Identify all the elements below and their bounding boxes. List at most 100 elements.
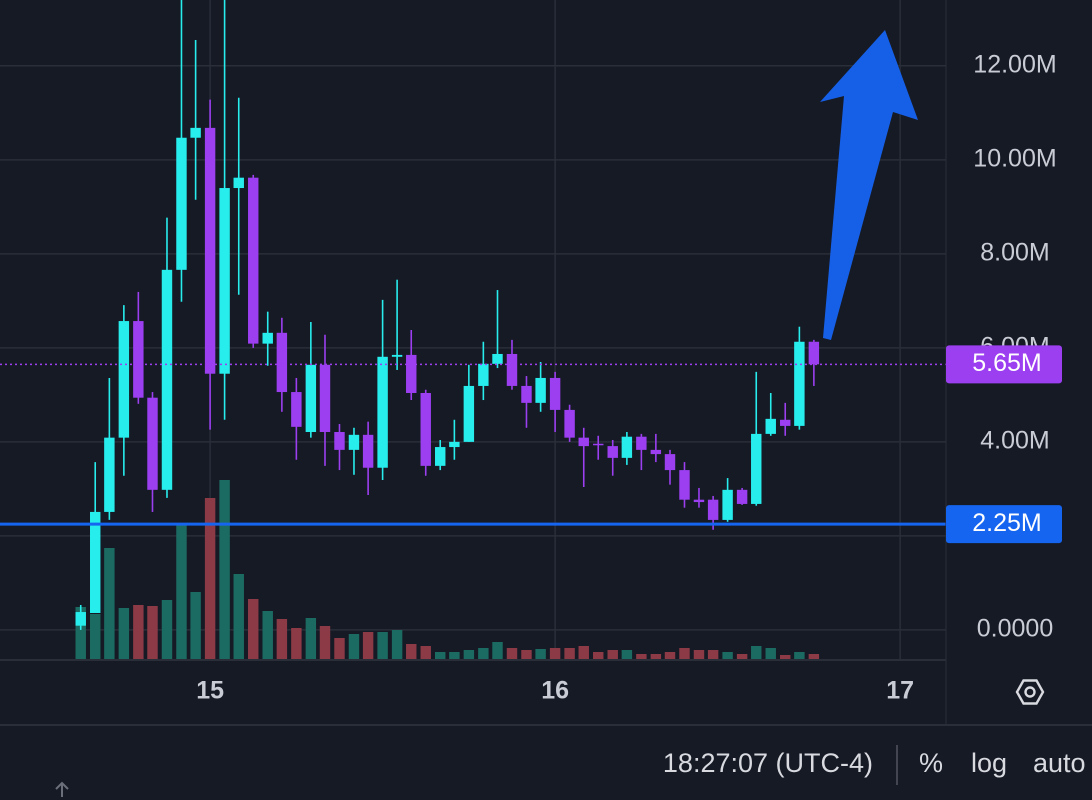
candle-body bbox=[204, 127, 216, 374]
price-label: 5.65M bbox=[972, 349, 1041, 377]
y-tick-label: 0.0000 bbox=[977, 615, 1053, 643]
candle-body bbox=[650, 449, 662, 455]
time-label: 18:27:07 (UTC-4) bbox=[663, 748, 873, 778]
volume-bar bbox=[104, 548, 115, 660]
price-label-box bbox=[946, 345, 1062, 384]
x-tick-label: 17 bbox=[886, 677, 914, 705]
y-tick-label: 8.00M bbox=[980, 238, 1049, 266]
volume-bar bbox=[420, 646, 431, 660]
y-tick-label: 10.00M bbox=[973, 144, 1056, 172]
volume-bar bbox=[118, 608, 130, 660]
volume-bar bbox=[664, 652, 676, 660]
volume-bar bbox=[248, 599, 259, 660]
candle-body bbox=[348, 434, 360, 450]
volume-bar bbox=[736, 654, 748, 660]
candle-body bbox=[751, 433, 762, 504]
candle-body bbox=[549, 377, 561, 410]
candle-body bbox=[578, 437, 589, 447]
volume-bar bbox=[765, 648, 776, 660]
volume-bar bbox=[190, 592, 201, 660]
settings-hexagon bbox=[1015, 679, 1045, 705]
candle-body bbox=[262, 332, 273, 344]
volume-bar bbox=[808, 654, 820, 660]
volume-bar bbox=[75, 607, 86, 660]
candle-body bbox=[506, 353, 518, 386]
volume-bar bbox=[607, 650, 618, 660]
candle-body bbox=[118, 321, 130, 438]
volume-bar bbox=[435, 652, 446, 660]
volume-bar bbox=[521, 650, 532, 660]
candle-body bbox=[607, 446, 618, 458]
price-lines bbox=[0, 363, 946, 526]
volume-bar bbox=[133, 605, 144, 660]
volume-bar bbox=[377, 632, 388, 660]
volume-bar bbox=[319, 626, 331, 660]
candle-body bbox=[765, 418, 776, 434]
volume-bar bbox=[219, 480, 230, 660]
candle-body bbox=[133, 321, 144, 398]
trend-arrow bbox=[820, 30, 918, 340]
settings-icon[interactable] bbox=[1015, 679, 1045, 705]
candle-body bbox=[736, 489, 748, 504]
candle-body bbox=[521, 385, 532, 403]
volume-bar bbox=[147, 606, 158, 660]
candle-body bbox=[636, 436, 647, 450]
candle-body bbox=[248, 177, 259, 344]
volume-bar bbox=[707, 650, 719, 660]
candle-body bbox=[679, 470, 690, 500]
candle-body bbox=[147, 397, 158, 490]
candle-body bbox=[291, 392, 302, 427]
axes: 0.00002.00M4.00M6.00M8.00M10.00M12.00M15… bbox=[196, 50, 1062, 705]
percent-button[interactable]: % bbox=[919, 748, 943, 778]
candle-body bbox=[334, 432, 345, 450]
candle-body bbox=[535, 377, 546, 403]
volume-bar bbox=[362, 632, 374, 660]
candle-body bbox=[90, 511, 101, 613]
volume-bar bbox=[492, 642, 503, 660]
candle-body bbox=[161, 269, 173, 490]
volume-bar bbox=[204, 498, 216, 660]
candle-body bbox=[75, 612, 86, 626]
volume-bar bbox=[636, 654, 647, 660]
y-tick-label: 4.00M bbox=[980, 426, 1049, 454]
price-label-box bbox=[946, 505, 1062, 544]
candle-body bbox=[406, 354, 417, 393]
candle-body bbox=[463, 385, 475, 442]
candle-body bbox=[593, 443, 604, 446]
candle-body bbox=[276, 332, 288, 393]
volume-bar bbox=[578, 646, 589, 660]
log-button[interactable]: log bbox=[971, 748, 1007, 778]
volume-bar bbox=[478, 648, 489, 660]
candle-body bbox=[478, 363, 489, 386]
volume-bar bbox=[463, 650, 475, 660]
candle-body bbox=[808, 341, 820, 365]
volume-bar bbox=[506, 648, 518, 660]
volume-bar bbox=[780, 655, 791, 660]
candle-body bbox=[722, 489, 733, 520]
volume-bar bbox=[348, 634, 360, 660]
volume-bar bbox=[276, 619, 288, 660]
volume-bar bbox=[176, 525, 187, 660]
candle-body bbox=[176, 137, 187, 270]
volume-bar bbox=[449, 652, 460, 660]
candle-body bbox=[319, 364, 331, 433]
volume-bar bbox=[262, 611, 273, 660]
volume-layer bbox=[75, 480, 820, 660]
candle-body bbox=[794, 341, 805, 426]
auto-button[interactable]: auto bbox=[1033, 748, 1086, 778]
candle-body bbox=[435, 447, 446, 466]
candle-body bbox=[693, 499, 705, 503]
volume-bar bbox=[564, 648, 575, 660]
candle-body bbox=[621, 436, 633, 458]
scroll-icon[interactable] bbox=[55, 781, 69, 797]
volume-bar bbox=[334, 638, 345, 660]
volume-bar bbox=[650, 654, 662, 660]
y-tick-label: 12.00M bbox=[973, 50, 1056, 78]
volume-bar bbox=[751, 646, 762, 660]
volume-bar bbox=[291, 628, 302, 660]
volume-bar bbox=[549, 648, 561, 660]
candle-body bbox=[564, 409, 575, 438]
x-tick-label: 15 bbox=[196, 677, 224, 705]
volume-bar bbox=[794, 652, 805, 660]
